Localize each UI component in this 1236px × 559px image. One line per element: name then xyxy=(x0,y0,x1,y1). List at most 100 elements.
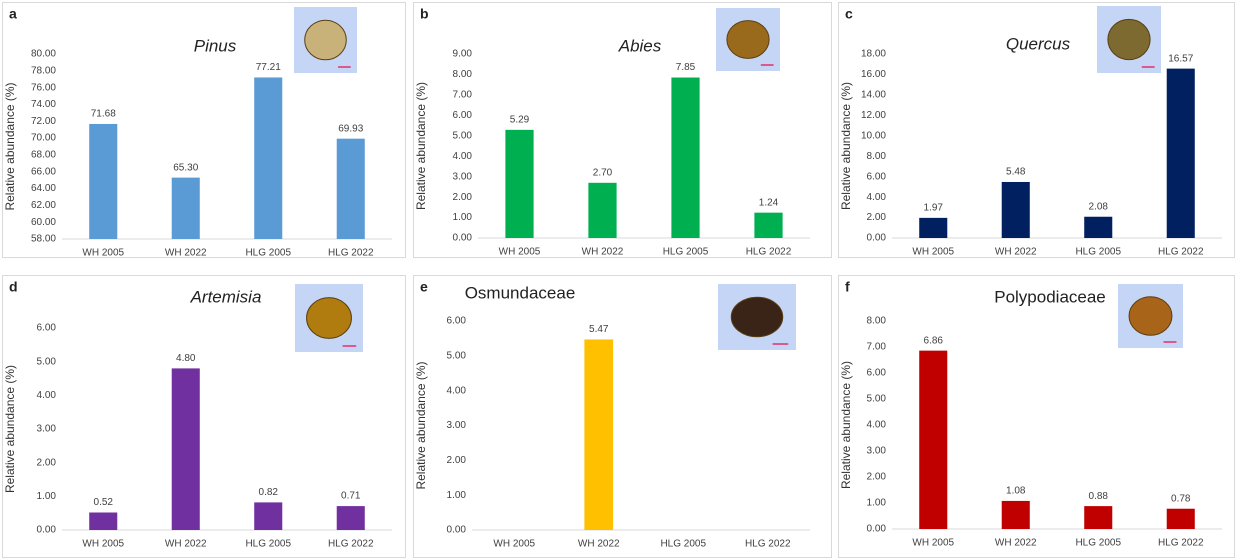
x-tick-label: WH 2022 xyxy=(995,247,1037,258)
data-label: 6.86 xyxy=(924,335,944,346)
chart-title: Pinus xyxy=(194,36,237,55)
y-tick-label: 0.00 xyxy=(37,525,57,536)
pollen-grain xyxy=(726,20,770,59)
y-tick-label: 14.00 xyxy=(861,90,886,101)
x-tick-label: WH 2022 xyxy=(582,247,624,258)
y-tick-label: 68.00 xyxy=(31,150,56,161)
y-tick-label: 6.00 xyxy=(37,323,57,334)
data-label: 5.48 xyxy=(1006,167,1026,178)
y-tick-label: 4.00 xyxy=(453,151,473,162)
panel-letter: b xyxy=(420,6,429,22)
y-tick-label: 6.00 xyxy=(447,316,467,327)
y-tick-label: 6.00 xyxy=(867,171,887,182)
data-label: 4.80 xyxy=(176,353,196,364)
y-tick-label: 66.00 xyxy=(31,166,56,177)
y-tick-label: 0.00 xyxy=(867,524,887,535)
x-tick-label: HLG 2005 xyxy=(245,539,291,550)
y-tick-label: 78.00 xyxy=(31,65,56,76)
y-tick-label: 64.00 xyxy=(31,183,56,194)
y-tick-label: 2.00 xyxy=(37,457,57,468)
bar xyxy=(671,77,700,238)
y-tick-label: 2.00 xyxy=(867,472,887,483)
y-tick-label: 3.00 xyxy=(453,171,473,182)
y-tick-label: 2.00 xyxy=(867,212,887,223)
data-label: 16.57 xyxy=(1168,53,1193,64)
data-label: 0.82 xyxy=(259,487,279,498)
y-tick-label: 6.00 xyxy=(453,110,473,121)
bar xyxy=(1084,506,1113,529)
y-tick-label: 0.00 xyxy=(867,233,887,244)
x-tick-label: HLG 2022 xyxy=(328,248,374,259)
bar xyxy=(1166,508,1195,529)
x-tick-label: WH 2005 xyxy=(499,247,541,258)
y-axis-label: Relative abundance (%) xyxy=(414,82,428,210)
y-tick-label: 3.00 xyxy=(447,420,467,431)
y-tick-label: 62.00 xyxy=(31,200,56,211)
bar xyxy=(1166,68,1195,239)
y-tick-label: 5.00 xyxy=(867,394,887,405)
y-tick-label: 2.00 xyxy=(447,455,467,466)
pollen-grain xyxy=(1107,18,1151,61)
y-axis-label: Relative abundance (%) xyxy=(839,361,853,489)
y-tick-label: 80.00 xyxy=(31,49,56,60)
bar xyxy=(754,212,783,238)
y-tick-label: 1.00 xyxy=(37,491,57,502)
bar xyxy=(89,512,118,530)
data-label: 0.71 xyxy=(341,491,361,502)
bar xyxy=(336,506,365,530)
data-label: 0.88 xyxy=(1089,491,1109,502)
chart-title: Osmundaceae xyxy=(465,283,576,302)
bar xyxy=(171,368,200,530)
bar xyxy=(89,123,118,239)
y-tick-label: 1.00 xyxy=(453,212,473,223)
data-label: 69.93 xyxy=(338,123,363,134)
x-tick-label: WH 2022 xyxy=(578,539,620,550)
chart-title: Abies xyxy=(618,36,662,55)
data-label: 7.85 xyxy=(676,62,696,73)
chart-title: Polypodiaceae xyxy=(994,287,1106,306)
data-label: 5.47 xyxy=(589,324,609,335)
pollen-grain xyxy=(1128,296,1173,336)
x-tick-label: WH 2005 xyxy=(493,539,535,550)
y-tick-label: 70.00 xyxy=(31,133,56,144)
y-tick-label: 7.00 xyxy=(453,90,473,101)
y-tick-label: 16.00 xyxy=(861,69,886,80)
data-label: 1.24 xyxy=(759,197,779,208)
data-label: 2.70 xyxy=(593,167,613,178)
y-tick-label: 5.00 xyxy=(447,350,467,361)
bar xyxy=(254,502,283,530)
y-tick-label: 10.00 xyxy=(861,130,886,141)
y-tick-label: 8.00 xyxy=(867,151,887,162)
panel-letter: d xyxy=(9,279,18,295)
panel-letter: a xyxy=(9,6,17,22)
x-tick-label: HLG 2005 xyxy=(1075,247,1121,258)
y-tick-label: 2.00 xyxy=(453,192,473,203)
y-tick-label: 6.00 xyxy=(867,368,887,379)
bar xyxy=(1084,216,1113,238)
x-tick-label: WH 2022 xyxy=(995,538,1037,549)
y-tick-label: 4.00 xyxy=(867,420,887,431)
x-tick-label: HLG 2022 xyxy=(1158,538,1204,549)
x-tick-label: HLG 2022 xyxy=(745,539,791,550)
y-tick-label: 12.00 xyxy=(861,110,886,121)
data-label: 0.52 xyxy=(94,497,114,508)
pollen-grain xyxy=(306,297,352,339)
data-label: 71.68 xyxy=(91,109,116,120)
y-tick-label: 4.00 xyxy=(867,192,887,203)
x-tick-label: WH 2005 xyxy=(82,539,124,550)
data-label: 1.08 xyxy=(1006,486,1026,497)
bar xyxy=(336,138,365,239)
bar xyxy=(254,77,283,239)
x-tick-label: WH 2022 xyxy=(165,248,207,259)
y-axis-label: Relative abundance (%) xyxy=(3,82,17,210)
data-label: 1.97 xyxy=(924,203,944,214)
bar xyxy=(1001,500,1030,529)
x-tick-label: WH 2005 xyxy=(912,247,954,258)
x-tick-label: HLG 2005 xyxy=(1075,538,1121,549)
y-tick-label: 5.00 xyxy=(453,130,473,141)
y-tick-label: 9.00 xyxy=(453,49,473,60)
y-tick-label: 60.00 xyxy=(31,217,56,228)
y-tick-label: 3.00 xyxy=(867,446,887,457)
bar xyxy=(919,217,948,238)
y-axis-label: Relative abundance (%) xyxy=(414,361,428,489)
